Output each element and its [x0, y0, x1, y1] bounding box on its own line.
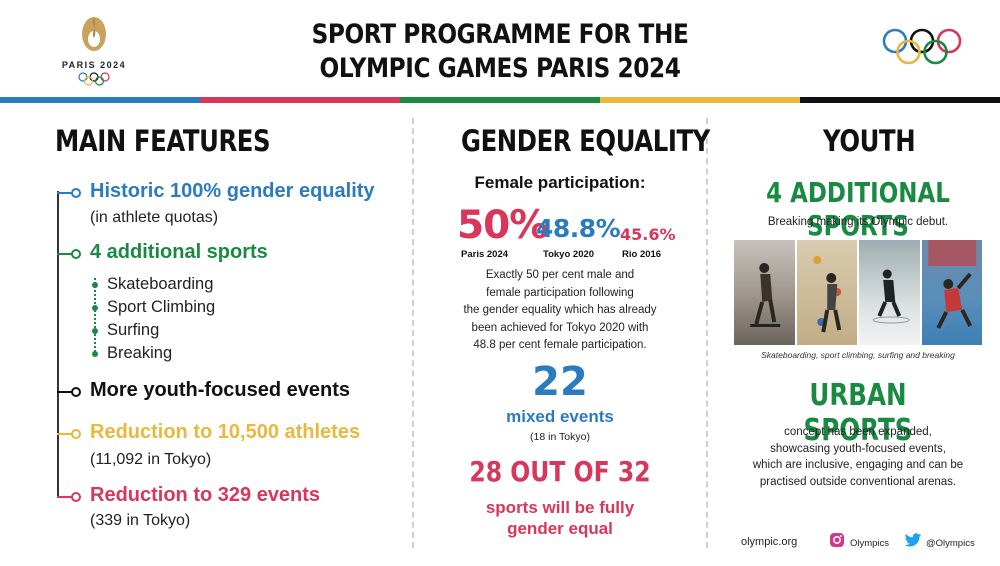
feature-connector [57, 253, 73, 255]
feature-connector [57, 192, 73, 194]
female-participation-label: Female participation: [474, 173, 646, 192]
sports-connector-line [94, 278, 96, 352]
main-features-title: MAIN FEATURES [55, 124, 271, 158]
description-line: 48.8 per cent female participation. [473, 339, 647, 351]
title-line-2: OLYMPIC GAMES PARIS 2024 [319, 53, 681, 84]
description-line: been achieved for Tokyo 2020 with [471, 321, 649, 334]
column-divider-left [412, 118, 414, 548]
header: PARIS 2024 SPORT PROGRAMME FOR THE OLYMP… [0, 0, 1000, 96]
stat-tokyo-value: 48.8% [536, 214, 621, 243]
feature-label: Reduction to 329 events [90, 484, 321, 506]
feature-node [71, 249, 81, 259]
feature-sub: (in athlete quotas) [90, 209, 219, 226]
sports-photo-strip [734, 240, 982, 345]
urban-desc-line: concept has been expanded, [784, 426, 932, 438]
mixed-events-number: 22 [532, 359, 588, 405]
climber-figure-icon [812, 256, 841, 333]
photo-surfing [859, 240, 920, 345]
stat-tokyo-label: Tokyo 2020 [543, 249, 595, 260]
description-line: female participation following [486, 286, 634, 299]
youth-title: YOUTH [823, 124, 916, 158]
urban-sports-heading: URBAN SPORTS [803, 378, 913, 448]
feature-label: More youth-focused events [90, 379, 351, 401]
urban-desc-line: which are inclusive, engaging and can be [752, 459, 964, 471]
mini-olympic-rings-icon [78, 72, 110, 86]
sport-item-skateboarding: Skateboarding [107, 275, 214, 293]
gender-equality-title: GENDER EQUALITY [461, 124, 710, 158]
page-title: SPORT PROGRAMME FOR THE OLYMPIC GAMES PA… [302, 18, 698, 86]
color-bar-black [800, 97, 1000, 103]
stat-paris-value: 50% [457, 203, 548, 248]
stat-rio-value: 45.6% [620, 225, 676, 244]
stat-rio-label: Rio 2016 [622, 249, 662, 260]
flame-icon [82, 17, 106, 51]
gender-description: Exactly 50 per cent male and female part… [415, 267, 705, 355]
urban-sports-description: concept has been expanded, showcasing yo… [728, 424, 988, 490]
color-bar-green [400, 97, 600, 103]
feature-connector [57, 391, 73, 393]
sports-line-1: sports will be fully [485, 498, 635, 517]
sport-item-surfing: Surfing [107, 321, 160, 339]
feature-sub: (339 in Tokyo) [90, 512, 191, 529]
feature-sub: (11,092 in Tokyo) [90, 451, 212, 468]
title-line-1: SPORT PROGRAMME FOR THE [311, 19, 689, 50]
photo-caption: Skateboarding, sport climbing, surfing a… [761, 350, 955, 360]
bullet-dot [92, 351, 98, 357]
urban-desc-line: showcasing youth-focused events, [770, 442, 946, 455]
description-line: Exactly 50 per cent male and [485, 269, 635, 281]
sports-gender-equal-label: sports will be fully gender equal [415, 497, 705, 539]
surfer-figure-icon [872, 269, 910, 324]
skater-figure-icon [750, 263, 781, 327]
website-link[interactable]: olympic.org [741, 536, 798, 548]
feature-tree-line [57, 191, 59, 497]
color-bar-red [200, 97, 400, 103]
feature-label: Reduction to 10,500 athletes [90, 421, 361, 443]
sport-item-breaking: Breaking [107, 344, 173, 362]
feature-node [71, 429, 81, 439]
feature-label: 4 additional sports [90, 241, 268, 263]
bullet-dot [92, 305, 98, 311]
logo-text: PARIS 2024 [61, 60, 127, 70]
additional-sports-heading: 4 ADDITIONAL SPORTS [766, 176, 950, 242]
paris-2024-logo: PARIS 2024 [56, 12, 132, 90]
twitter-handle[interactable]: @Olympics [926, 538, 975, 549]
feature-node [71, 387, 81, 397]
breaking-debut-text: Breaking making its Olympic debut. [767, 216, 949, 228]
stat-paris-label: Paris 2024 [461, 249, 509, 260]
bullet-dot [92, 328, 98, 334]
sports-line-2: gender equal [507, 519, 613, 538]
bullet-dot [92, 282, 98, 288]
instagram-icon[interactable] [829, 532, 845, 548]
photo-skateboarding [734, 240, 795, 345]
feature-node [71, 188, 81, 198]
feature-connector [57, 433, 73, 435]
instagram-handle[interactable]: Olympics [850, 538, 890, 549]
description-line: the gender equality which has already [463, 304, 657, 316]
color-bar-yellow [600, 97, 800, 103]
sports-gender-equal-count: 28 OUT OF 32 [469, 455, 651, 488]
sport-item-sport-climbing: Sport Climbing [107, 298, 216, 316]
feature-label: Historic 100% gender equality [90, 180, 375, 202]
twitter-icon[interactable] [904, 533, 922, 548]
photo-breaking [921, 240, 982, 345]
column-divider-right [706, 118, 708, 548]
urban-desc-line: practised outside conventional arenas. [759, 475, 957, 488]
photo-sport-climbing [796, 240, 857, 345]
feature-connector [57, 496, 73, 498]
color-bar-blue [0, 97, 200, 103]
mixed-events-sub: (18 in Tokyo) [530, 431, 590, 443]
breaker-figure-icon [927, 240, 976, 329]
mixed-events-label: mixed events [506, 407, 614, 426]
feature-node [71, 492, 81, 502]
color-bar [0, 97, 1000, 103]
olympic-rings-icon [882, 28, 962, 65]
